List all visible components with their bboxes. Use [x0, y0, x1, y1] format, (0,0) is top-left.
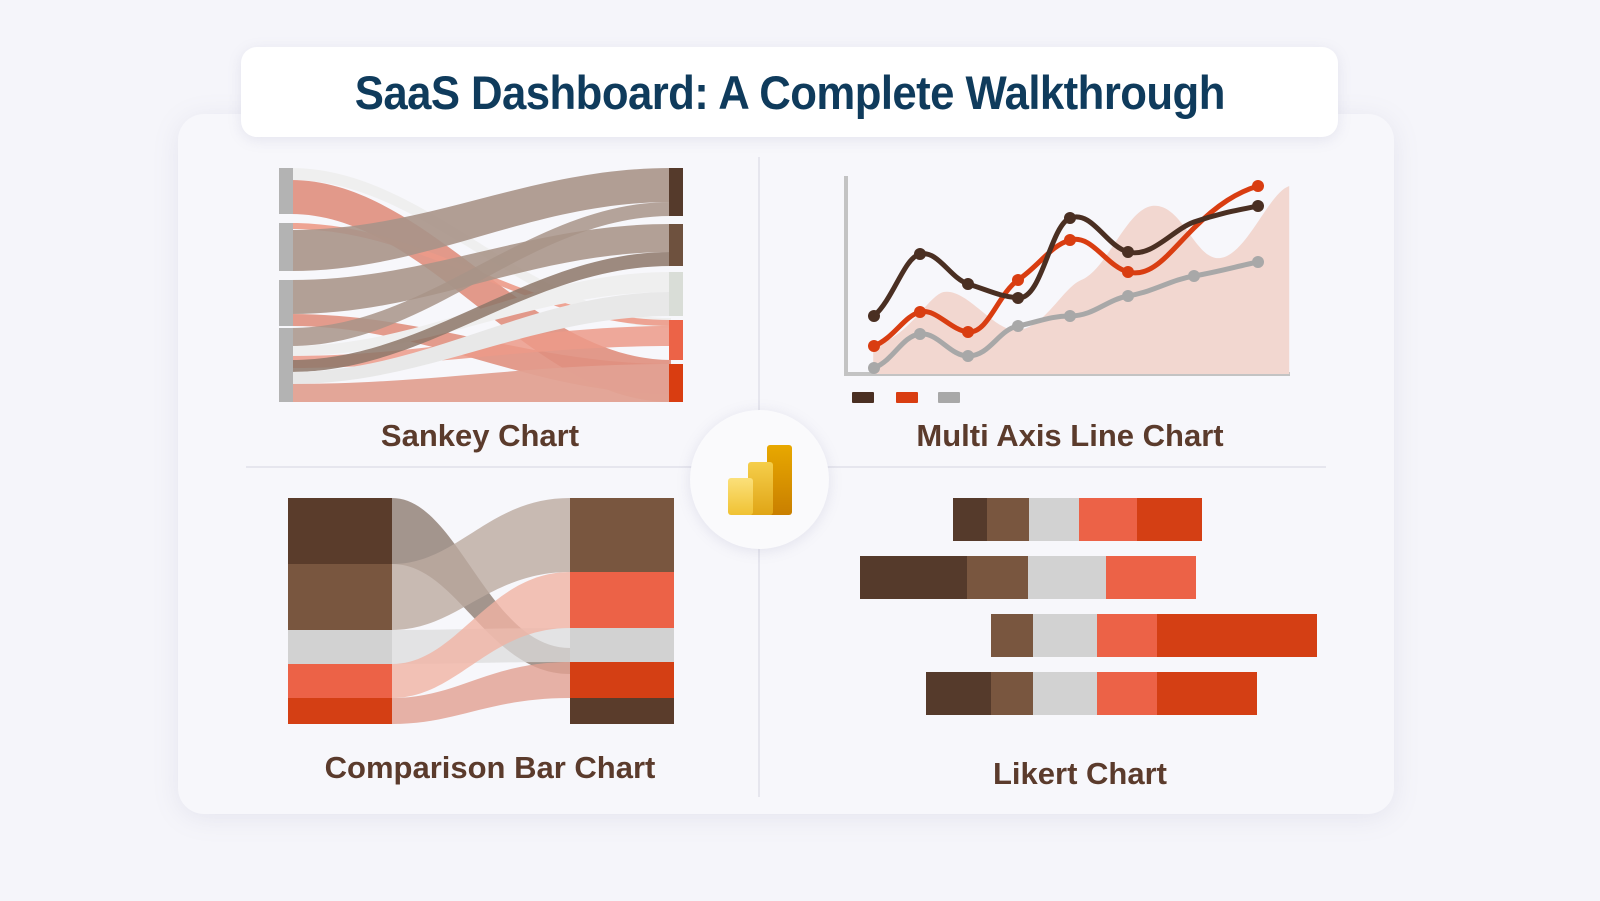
sankey-nodes-right — [669, 168, 683, 402]
power-bi-logo-badge[interactable] — [690, 410, 829, 549]
likert-svg — [860, 498, 1317, 715]
comparison-left-bar — [288, 498, 392, 724]
sankey-nodes-left — [279, 168, 293, 402]
comparison-bar-chart[interactable] — [288, 498, 674, 724]
likert-row[interactable] — [991, 614, 1317, 657]
multi-axis-line-chart-label: Multi Axis Line Chart — [916, 418, 1224, 453]
legend-swatch-series-2 — [896, 392, 918, 403]
legend-swatch-series-3 — [938, 392, 960, 403]
sankey-svg — [279, 168, 683, 402]
line-chart-svg — [844, 176, 1290, 403]
sankey-chart[interactable] — [279, 168, 683, 402]
page-title: SaaS Dashboard: A Complete Walkthrough — [354, 65, 1225, 119]
power-bi-logo-icon — [727, 444, 792, 515]
multi-axis-line-chart[interactable] — [838, 170, 1290, 403]
likert-chart[interactable] — [840, 484, 1317, 722]
comparison-ribbons — [392, 498, 570, 724]
comparison-bar-chart-label: Comparison Bar Chart — [324, 750, 656, 785]
likert-row[interactable] — [926, 672, 1257, 715]
series-3-markers — [868, 256, 1264, 374]
sankey-links — [291, 168, 671, 402]
likert-row[interactable] — [953, 498, 1202, 541]
comparison-bar-svg — [288, 498, 674, 724]
title-card: SaaS Dashboard: A Complete Walkthrough — [241, 47, 1338, 137]
comparison-right-bar — [570, 498, 674, 724]
sankey-chart-label: Sankey Chart — [380, 418, 580, 453]
series-2-markers — [868, 180, 1264, 352]
likert-row[interactable] — [860, 556, 1196, 599]
series-1-markers — [868, 200, 1264, 322]
likert-chart-label: Likert Chart — [993, 756, 1167, 791]
legend-swatch-series-1 — [852, 392, 874, 403]
line-chart-legend[interactable] — [852, 392, 960, 403]
